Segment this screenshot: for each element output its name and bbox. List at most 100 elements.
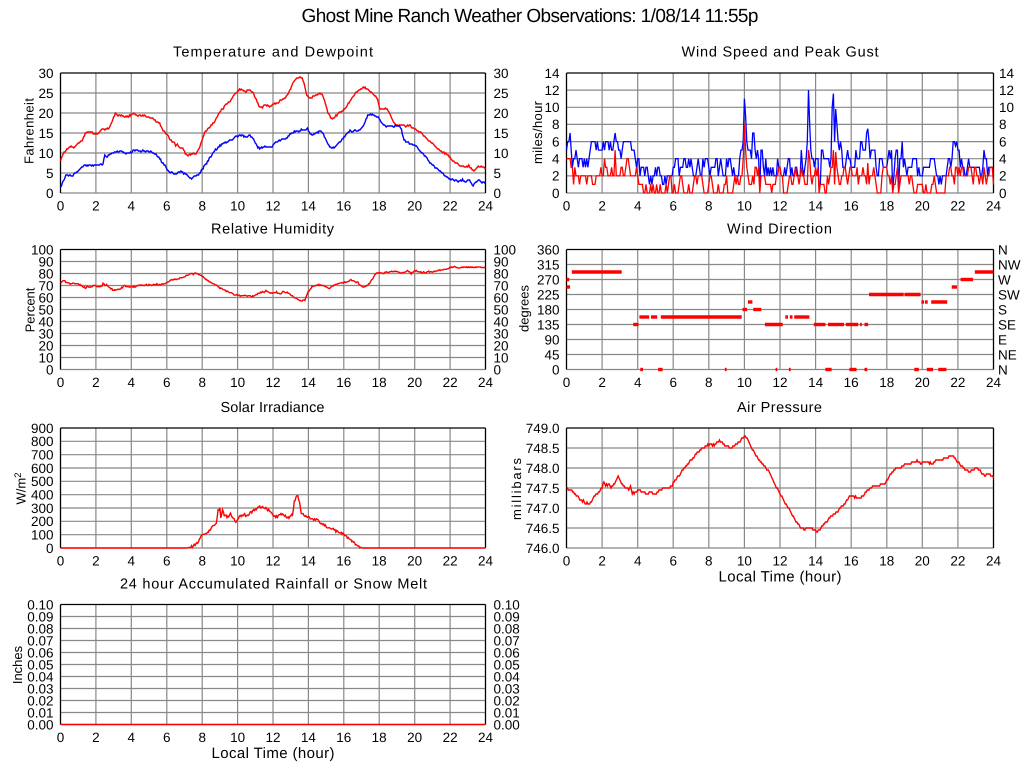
svg-text:4: 4 [552, 152, 560, 167]
svg-text:6: 6 [163, 375, 171, 390]
svg-text:0.02: 0.02 [494, 693, 520, 708]
svg-text:80: 80 [494, 266, 509, 281]
svg-text:315: 315 [537, 257, 560, 272]
svg-text:10: 10 [544, 100, 559, 115]
svg-text:millibars: millibars [509, 458, 524, 521]
svg-text:0: 0 [494, 186, 502, 201]
svg-text:6: 6 [163, 199, 171, 214]
svg-text:0.10: 0.10 [27, 597, 53, 612]
svg-text:749.0: 749.0 [526, 421, 560, 436]
svg-text:4: 4 [634, 554, 642, 569]
svg-text:90: 90 [494, 254, 509, 269]
svg-text:20: 20 [38, 106, 53, 121]
svg-text:50: 50 [38, 302, 53, 317]
svg-text:22: 22 [443, 730, 458, 745]
svg-text:180: 180 [537, 302, 560, 317]
svg-text:14: 14 [999, 66, 1015, 81]
svg-text:2: 2 [598, 375, 606, 390]
svg-text:746.5: 746.5 [526, 521, 560, 536]
svg-text:0: 0 [494, 362, 502, 377]
svg-text:10: 10 [737, 375, 752, 390]
svg-text:8: 8 [198, 375, 206, 390]
svg-text:270: 270 [537, 272, 560, 287]
svg-text:2: 2 [552, 169, 560, 184]
svg-text:14: 14 [301, 375, 317, 390]
svg-text:12: 12 [772, 199, 787, 214]
svg-text:22: 22 [950, 375, 965, 390]
svg-text:14: 14 [301, 199, 317, 214]
svg-text:16: 16 [336, 199, 351, 214]
svg-text:8: 8 [552, 117, 560, 132]
svg-text:24: 24 [986, 375, 1002, 390]
svg-text:Fahrenheit: Fahrenheit [22, 98, 37, 164]
svg-text:16: 16 [844, 375, 859, 390]
svg-text:20: 20 [915, 554, 930, 569]
svg-text:12: 12 [999, 83, 1014, 98]
svg-text:60: 60 [494, 290, 509, 305]
svg-text:2: 2 [92, 199, 100, 214]
svg-text:70: 70 [38, 278, 53, 293]
svg-text:0.01: 0.01 [27, 705, 53, 720]
svg-text:4: 4 [634, 199, 642, 214]
svg-text:4: 4 [128, 554, 136, 569]
svg-text:14: 14 [301, 730, 317, 745]
svg-text:0.09: 0.09 [494, 609, 520, 624]
svg-text:18: 18 [879, 375, 894, 390]
svg-text:0.00: 0.00 [494, 717, 520, 732]
svg-text:5: 5 [494, 166, 502, 181]
svg-text:10: 10 [494, 146, 509, 161]
svg-text:90: 90 [544, 332, 559, 347]
svg-text:4: 4 [128, 199, 136, 214]
svg-text:10: 10 [737, 554, 752, 569]
svg-text:0: 0 [46, 186, 54, 201]
svg-text:0: 0 [57, 730, 65, 745]
svg-text:360: 360 [537, 242, 560, 257]
svg-text:16: 16 [336, 730, 351, 745]
svg-text:2: 2 [598, 199, 606, 214]
svg-text:12: 12 [265, 375, 280, 390]
svg-text:15: 15 [38, 126, 53, 141]
svg-text:6: 6 [163, 730, 171, 745]
svg-text:Local Time (hour): Local Time (hour) [719, 569, 842, 586]
svg-text:16: 16 [844, 554, 859, 569]
svg-text:Air Pressure: Air Pressure [737, 400, 822, 416]
svg-text:0.08: 0.08 [27, 621, 53, 636]
svg-text:18: 18 [879, 554, 894, 569]
svg-text:100: 100 [31, 242, 54, 257]
svg-text:0.02: 0.02 [27, 693, 53, 708]
svg-text:0: 0 [563, 554, 571, 569]
svg-text:W: W [998, 272, 1011, 287]
svg-text:747.5: 747.5 [526, 481, 560, 496]
svg-text:8: 8 [999, 117, 1007, 132]
svg-text:0: 0 [57, 375, 65, 390]
svg-text:0: 0 [57, 554, 65, 569]
svg-text:Ghost Mine Ranch Weather Obser: Ghost Mine Ranch Weather Observations: 1… [302, 6, 759, 27]
svg-text:14: 14 [808, 199, 824, 214]
svg-text:0: 0 [552, 186, 560, 201]
svg-text:20: 20 [38, 338, 53, 353]
svg-text:0.06: 0.06 [494, 645, 520, 660]
svg-text:20: 20 [915, 199, 930, 214]
svg-text:24: 24 [478, 199, 494, 214]
svg-text:14: 14 [544, 66, 560, 81]
svg-text:22: 22 [443, 375, 458, 390]
svg-text:24: 24 [478, 554, 494, 569]
svg-text:20: 20 [915, 375, 930, 390]
svg-text:12: 12 [265, 554, 280, 569]
svg-text:2: 2 [92, 375, 100, 390]
svg-text:8: 8 [705, 554, 713, 569]
svg-text:748.0: 748.0 [526, 461, 560, 476]
svg-text:50: 50 [494, 302, 509, 317]
svg-text:400: 400 [31, 488, 54, 503]
svg-text:746.0: 746.0 [526, 541, 560, 556]
svg-text:10: 10 [737, 199, 752, 214]
svg-text:NW: NW [998, 257, 1021, 272]
svg-text:30: 30 [38, 326, 53, 341]
svg-text:4: 4 [634, 375, 642, 390]
svg-text:degrees: degrees [517, 285, 532, 332]
svg-text:W/m2: W/m2 [13, 472, 29, 504]
svg-text:700: 700 [31, 448, 54, 463]
svg-text:6: 6 [999, 134, 1007, 149]
svg-text:20: 20 [407, 554, 422, 569]
svg-text:10: 10 [230, 554, 245, 569]
